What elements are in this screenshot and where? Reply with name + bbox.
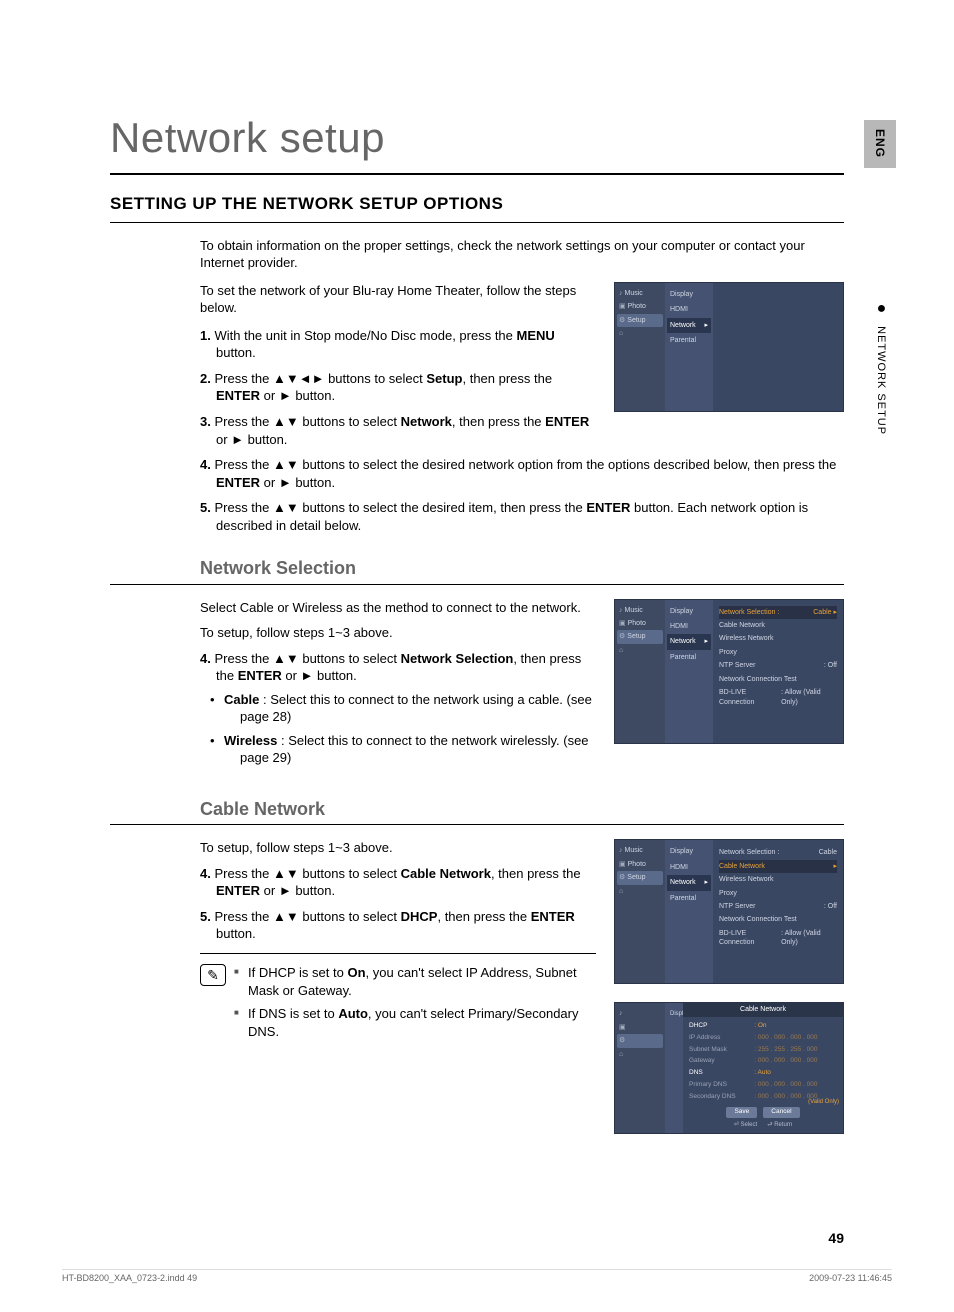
screenshot-cable-network-detail: ♪ ▣ ⚙ ⌂ Display Cable Network DHCP: OnIP…: [614, 1002, 844, 1134]
note-icon: ✎: [200, 964, 226, 986]
ns-steps: 4. Press the ▲▼ buttons to select Networ…: [200, 650, 596, 767]
intro2-text: To set the network of your Blu-ray Home …: [200, 282, 596, 317]
page-title: Network setup: [110, 110, 844, 175]
screenshot-cable-network-list: ♪Music ▣Photo ⚙Setup ⌂ Display HDMI Netw…: [614, 839, 844, 984]
print-footer: HT-BD8200_XAA_0723-2.indd 49 2009-07-23 …: [62, 1269, 892, 1284]
ns-p1: Select Cable or Wireless as the method t…: [200, 599, 596, 617]
screenshot-network-selection: ♪Music ▣Photo ⚙Setup ⌂ Display HDMI Netw…: [614, 599, 844, 744]
cn-steps: 4. Press the ▲▼ buttons to select Cable …: [200, 865, 596, 943]
page-number: 49: [828, 1229, 844, 1248]
cn-p1: To setup, follow steps 1~3 above.: [200, 839, 596, 857]
screenshot-setup-menu: ♪Music ▣Photo ⚙Setup ⌂ Display HDMI Netw…: [614, 282, 844, 412]
main-steps-cont: 4. Press the ▲▼ buttons to select the de…: [200, 456, 844, 534]
section-heading: SETTING UP THE NETWORK SETUP OPTIONS: [110, 193, 844, 223]
separator: [200, 953, 596, 954]
subheading-network-selection: Network Selection: [110, 556, 844, 584]
ns-p2: To setup, follow steps 1~3 above.: [200, 624, 596, 642]
note-list: If DHCP is set to On, you can't select I…: [234, 964, 596, 1046]
intro-text: To obtain information on the proper sett…: [200, 237, 844, 272]
main-steps: 1. With the unit in Stop mode/No Disc mo…: [200, 327, 596, 448]
subheading-cable-network: Cable Network: [110, 797, 844, 825]
